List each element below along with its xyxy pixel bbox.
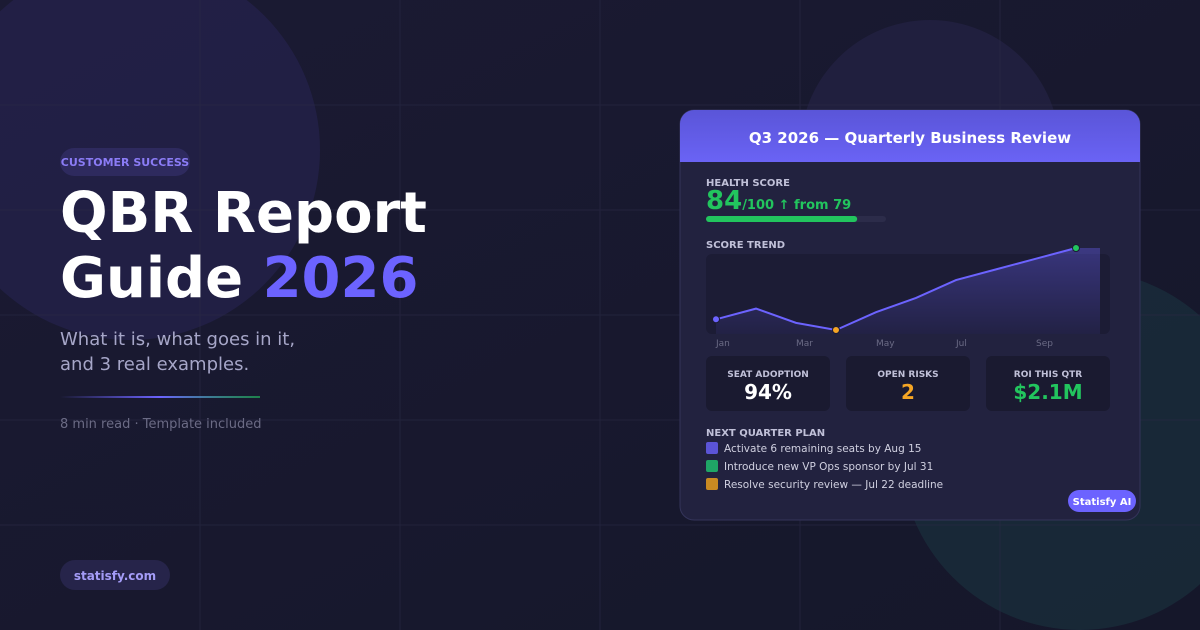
subtitle: and 3 real examples. (60, 354, 249, 375)
trend-point (832, 326, 840, 334)
metric-label: OPEN RISKS (877, 370, 938, 380)
title: QBR Report (60, 181, 427, 246)
x-tick-label: Jan (715, 339, 730, 349)
health-suffix: /100 ↑ from 79 (742, 198, 851, 213)
brand-badge: Statisfy AI (1073, 497, 1132, 508)
metric-box (986, 356, 1110, 411)
health-score: 84/100 ↑ from 79 (706, 186, 851, 216)
title: Guide 2026 (60, 246, 418, 311)
divider (60, 396, 260, 398)
trend-point (1072, 244, 1080, 252)
section-label: NEXT QUARTER PLAN (706, 428, 825, 439)
health-value: 84 (706, 186, 742, 216)
metric-box (846, 356, 970, 411)
metric-value: 2 (901, 380, 915, 404)
title-highlight: 2026 (263, 246, 419, 311)
plan-item: Activate 6 remaining seats by Aug 15 (724, 443, 921, 455)
badge-bg (60, 148, 190, 176)
x-tick-label: Jul (955, 339, 967, 349)
metric-value: 94% (744, 380, 792, 404)
plan-marker (706, 460, 718, 472)
badge: CUSTOMER SUCCESS (61, 156, 189, 169)
metric-box (706, 356, 830, 411)
trend-point (712, 315, 720, 324)
section-label: HEALTH SCORE (706, 178, 790, 189)
site: statisfy.com (74, 569, 156, 583)
trend-line (715, 247, 1077, 332)
x-tick-label: Mar (796, 339, 813, 349)
metric-label: SEAT ADOPTION (727, 370, 809, 380)
card-title: Q3 2026 — Quarterly Business Review (749, 129, 1071, 147)
health-bar (706, 216, 858, 222)
metric-label: ROI THIS QTR (1014, 370, 1082, 380)
trend-area (716, 248, 1100, 334)
plan-item: Resolve security review — Jul 22 deadlin… (724, 479, 943, 491)
card-header (680, 110, 1140, 162)
site-bg (60, 560, 170, 590)
metric-value: $2.1M (1013, 380, 1082, 404)
plan-marker (706, 442, 718, 454)
brand-badge-bg (1068, 490, 1136, 512)
meta: 8 min read · Template included (60, 417, 262, 432)
x-tick-label: May (876, 339, 895, 349)
section-label: SCORE TREND (706, 240, 785, 251)
title-text: Guide (60, 246, 243, 311)
subtitle: What it is, what goes in it, (60, 329, 295, 350)
plan-marker (706, 478, 718, 490)
plan-item: Introduce new VP Ops sponsor by Jul 31 (724, 461, 933, 473)
x-tick-label: Sep (1036, 339, 1053, 349)
